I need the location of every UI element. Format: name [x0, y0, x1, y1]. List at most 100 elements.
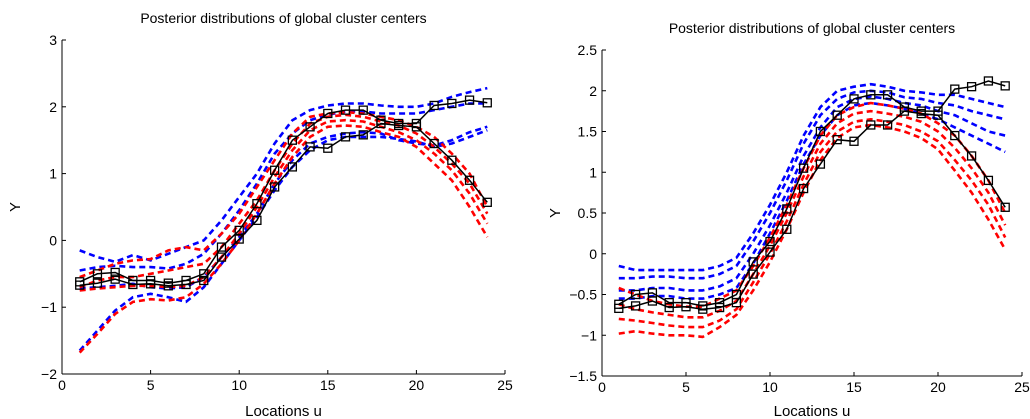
- x-tick-label: 5: [147, 377, 155, 393]
- square-marker: [340, 105, 351, 115]
- chart-1: 0 5 10 15 20 25 −2 −1 0 1 2 3 Posterior distribution…: [7, 10, 513, 419]
- square-marker: [358, 130, 368, 140]
- x-axis-label: Locations u: [774, 403, 851, 419]
- y-tick-label: −2: [41, 366, 57, 382]
- square-marker: [234, 234, 244, 244]
- square-marker: [305, 142, 315, 152]
- square-marker: [145, 279, 156, 289]
- series-black-line: [79, 122, 488, 287]
- series-red-dashed-line: [78, 124, 489, 354]
- square-marker: [899, 106, 910, 116]
- square-marker: [832, 134, 842, 145]
- square-marker: [748, 257, 758, 267]
- x-tick-label: 20: [409, 377, 425, 393]
- square-marker: [252, 199, 262, 209]
- y-tick-label: −1.5: [569, 368, 597, 384]
- square-marker: [630, 289, 641, 300]
- square-marker: [358, 105, 368, 115]
- y-tick-label: −1: [41, 299, 57, 315]
- square-marker: [916, 108, 926, 119]
- series-black-line: [79, 99, 488, 284]
- square-marker: [798, 183, 809, 194]
- square-marker: [482, 197, 492, 207]
- square-marker: [234, 225, 244, 236]
- series-black-line: [618, 80, 1006, 307]
- x-tick-label: 25: [497, 377, 513, 393]
- y-axis-label: Y: [547, 208, 564, 218]
- square-marker: [447, 155, 457, 165]
- series-blue-dashed-line: [618, 95, 1006, 292]
- square-marker: [933, 110, 943, 120]
- square-marker: [983, 76, 994, 86]
- y-tick-label: 3: [49, 32, 57, 48]
- square-marker: [376, 118, 386, 129]
- y-tick-label: 1: [589, 164, 597, 180]
- series-blue-dashed-line: [79, 125, 488, 290]
- square-marker: [199, 275, 209, 286]
- square-marker: [75, 280, 85, 290]
- series-blue-dashed-line: [78, 128, 488, 352]
- square-marker: [92, 278, 103, 288]
- y-tick-label: 2: [49, 99, 57, 115]
- square-marker: [110, 274, 120, 284]
- x-tick-label: 0: [58, 377, 66, 393]
- square-marker: [950, 130, 960, 141]
- square-marker: [394, 120, 404, 131]
- x-tick-label: 5: [682, 379, 690, 395]
- series-blue-dashed-line: [618, 82, 1006, 272]
- x-tick-label: 20: [930, 379, 946, 395]
- square-marker: [782, 204, 792, 214]
- y-tick-label: 0: [49, 232, 57, 248]
- square-marker: [429, 100, 439, 111]
- square-marker: [849, 94, 859, 104]
- y-tick-label: −1: [581, 327, 597, 343]
- square-marker: [447, 98, 457, 109]
- x-tick-label: 25: [1014, 379, 1030, 395]
- square-marker: [714, 302, 725, 313]
- square-marker: [681, 302, 691, 312]
- series-red-dashed-line: [79, 118, 489, 292]
- series-blue-dashed-line: [618, 101, 1006, 300]
- series-red-dashed-line: [618, 101, 1007, 309]
- square-marker: [765, 236, 775, 247]
- square-marker: [1000, 81, 1010, 91]
- square-marker: [287, 162, 298, 172]
- square-marker: [269, 182, 280, 192]
- chart-title: Posterior distributions of global cluste…: [669, 20, 955, 36]
- square-marker: [216, 252, 227, 262]
- chart-2: 0 5 10 15 20 25 −1.5 −1 −0.5 0 0.5 1 1.5 2 2.5 Posterio…: [547, 20, 1030, 419]
- square-marker: [216, 242, 227, 252]
- square-marker: [305, 122, 315, 132]
- x-tick-label: 15: [320, 377, 336, 393]
- square-marker: [664, 297, 674, 308]
- series-blue-dashed-line: [618, 89, 1006, 280]
- square-marker: [1000, 202, 1010, 212]
- square-marker: [731, 297, 742, 308]
- x-tick-label: 15: [846, 379, 862, 395]
- square-marker: [429, 138, 439, 149]
- square-marker: [664, 302, 674, 313]
- y-tick-label: 0.5: [578, 205, 598, 221]
- series-red-dashed-line: [79, 113, 489, 289]
- square-marker: [323, 143, 333, 153]
- square-marker: [966, 151, 977, 161]
- series-black-line: [618, 110, 1006, 310]
- square-marker: [815, 159, 826, 169]
- square-marker: [714, 297, 725, 308]
- x-tick-label: 10: [762, 379, 778, 395]
- x-axis-label: Locations u: [245, 403, 322, 419]
- chart-title: Posterior distributions of global cluste…: [140, 10, 426, 26]
- square-marker: [798, 163, 809, 173]
- square-marker: [866, 120, 876, 130]
- square-marker: [110, 267, 120, 278]
- square-marker: [482, 98, 492, 108]
- square-marker: [849, 136, 859, 146]
- square-marker: [748, 269, 758, 279]
- square-marker: [464, 95, 475, 105]
- y-tick-label: 0: [589, 246, 597, 262]
- square-marker: [199, 269, 209, 279]
- square-marker: [966, 82, 977, 92]
- series-red-dashed-line: [618, 109, 1007, 319]
- y-tick-label: 2.5: [578, 42, 598, 58]
